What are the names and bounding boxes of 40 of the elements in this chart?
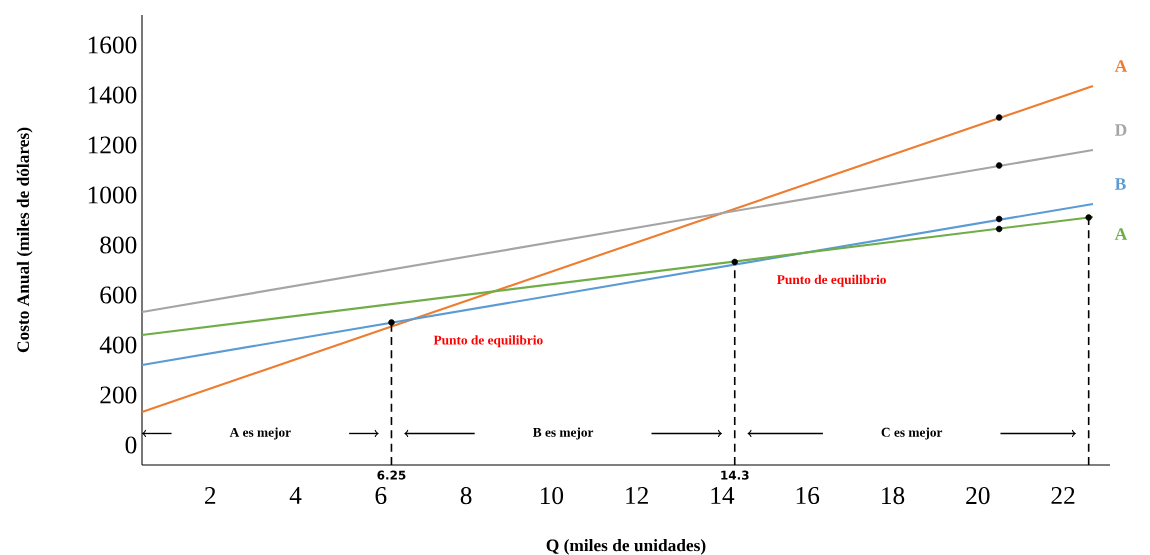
x-tick-label: 20 (966, 487, 990, 505)
annotation: Punto de equilibrio (777, 274, 886, 287)
series-label: B (1115, 178, 1126, 190)
series-label: A (1114, 228, 1128, 240)
ref-line-label: 14.3 (721, 470, 749, 480)
annotation: B es mejor (532, 427, 594, 440)
x-tick-label: 16 (796, 487, 820, 505)
annotation: A es mejor (229, 427, 291, 440)
y-tick-label: 400 (99, 336, 137, 354)
annotation: C es mejor (881, 427, 943, 440)
point (388, 319, 395, 326)
ref-line-label: 6.25 (377, 470, 406, 480)
y-tick-label: 1200 (88, 136, 137, 154)
y-tick-label: 800 (100, 236, 137, 254)
y-tick-label: 1000 (88, 186, 137, 204)
series-label: A (1114, 60, 1128, 72)
x-tick-label: 18 (882, 487, 905, 505)
y-tick-label: 600 (100, 286, 137, 304)
point (1085, 214, 1092, 221)
point (731, 258, 738, 266)
y-tick-label: 0 (125, 436, 137, 454)
x-tick-label: 22 (1051, 487, 1075, 504)
y-axis-title: Costo Anual (miles de dólares) (16, 127, 33, 353)
y-tick-label: 1400 (88, 86, 137, 104)
x-tick-label: 4 (289, 487, 302, 504)
annotation: Punto de equilibrio (433, 335, 543, 348)
x-tick-label: 14 (711, 487, 735, 504)
point (995, 225, 1003, 233)
y-tick-label: 1600 (88, 36, 137, 54)
x-tick-label: 10 (540, 487, 564, 505)
x-axis-title: Q (miles de unidades) (546, 539, 706, 555)
point (995, 162, 1003, 169)
series-label: D (1115, 124, 1127, 136)
x-tick-label: 6 (375, 487, 387, 505)
y-tick-label: 200 (100, 386, 137, 404)
x-tick-label: 8 (460, 487, 472, 505)
point (995, 215, 1003, 223)
x-tick-label: 12 (626, 487, 648, 504)
x-tick-label: 2 (205, 487, 216, 504)
point (995, 114, 1003, 121)
